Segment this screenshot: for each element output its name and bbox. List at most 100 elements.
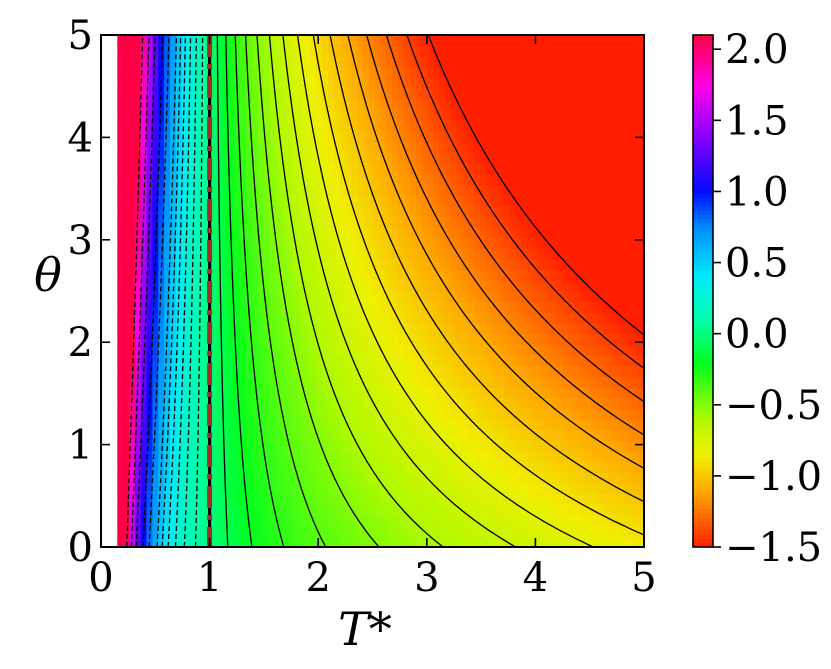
heat-cell <box>345 227 352 239</box>
heat-cell <box>374 291 382 303</box>
heat-cell <box>281 56 288 68</box>
heat-cell <box>199 248 206 260</box>
heat-cell <box>275 536 282 547</box>
heat-cell <box>579 227 587 239</box>
colorbar-band <box>693 517 713 522</box>
heat-cell <box>251 291 259 303</box>
heat-cell <box>187 237 194 249</box>
heat-cell <box>409 344 417 356</box>
heat-cell <box>298 35 306 47</box>
heat-cell <box>187 280 194 292</box>
heat-cell <box>140 77 148 89</box>
heat-cell <box>491 376 499 388</box>
heat-cell <box>181 269 189 281</box>
heat-cell <box>480 376 487 388</box>
heat-cell <box>585 291 592 303</box>
heat-cell <box>175 269 183 281</box>
heat-cell <box>626 440 633 452</box>
heat-cell <box>567 280 575 292</box>
heat-cell <box>357 259 364 271</box>
heat-cell <box>140 493 148 505</box>
heat-cell <box>456 173 464 185</box>
heat-cell <box>556 408 563 420</box>
heat-cell <box>585 525 592 537</box>
heat-cell <box>158 408 165 420</box>
heat-cell <box>585 35 592 47</box>
heat-cell <box>421 408 429 420</box>
heat-cell <box>164 120 171 132</box>
heat-cell <box>550 173 557 185</box>
heat-cell <box>351 291 358 303</box>
heat-cell <box>450 291 458 303</box>
heat-cell <box>620 280 628 292</box>
heat-cell <box>134 387 142 399</box>
heat-cell <box>298 77 306 89</box>
heat-cell <box>614 472 622 484</box>
heat-cell <box>257 397 265 409</box>
heat-cell <box>497 451 505 463</box>
heat-cell <box>193 312 200 324</box>
heat-cell <box>269 109 276 121</box>
heat-cell <box>591 355 598 367</box>
heat-cell <box>257 184 265 196</box>
heat-cell <box>128 163 136 175</box>
heat-cell <box>380 376 388 388</box>
heat-cell <box>152 152 159 164</box>
heat-cell <box>480 536 487 547</box>
heat-cell <box>409 269 417 281</box>
heat-cell <box>620 323 628 335</box>
heat-cell <box>222 355 230 367</box>
heat-cell <box>538 205 546 217</box>
heat-cell <box>480 344 487 356</box>
heat-cell <box>509 419 516 431</box>
heat-cell <box>562 205 569 217</box>
heat-cell <box>392 216 399 228</box>
heat-cell <box>497 163 505 175</box>
heat-cell <box>123 195 130 207</box>
heat-cell <box>251 131 259 143</box>
heat-cell <box>433 451 440 463</box>
heat-cell <box>620 461 628 473</box>
heat-cell <box>316 312 323 324</box>
heat-cell <box>234 312 241 324</box>
heat-cell <box>456 45 464 57</box>
heat-cell <box>169 237 177 249</box>
heat-cell <box>562 525 569 537</box>
heat-cell <box>175 312 183 324</box>
heat-cell <box>556 344 563 356</box>
heat-cell <box>491 515 499 527</box>
heat-cell <box>146 269 153 281</box>
heat-cell <box>304 419 312 431</box>
heat-cell <box>158 365 165 377</box>
heat-cell <box>210 419 218 431</box>
heat-cell <box>269 173 276 185</box>
heat-cell <box>404 355 411 367</box>
heat-cell <box>620 99 628 111</box>
heat-cell <box>608 344 616 356</box>
heat-cell <box>304 291 312 303</box>
heat-cell <box>386 397 393 409</box>
heat-cell <box>117 408 124 420</box>
heat-cell <box>573 461 581 473</box>
heat-cell <box>363 365 370 377</box>
heat-cell <box>398 163 405 175</box>
heat-cell <box>398 525 405 537</box>
heat-cell <box>158 344 165 356</box>
heat-cell <box>515 45 522 57</box>
heat-cell <box>199 120 206 132</box>
heat-cell <box>450 131 458 143</box>
heat-cell <box>216 451 224 463</box>
heat-cell <box>491 333 499 345</box>
heat-cell <box>550 45 557 57</box>
heat-cell <box>632 355 639 367</box>
heat-cell <box>462 195 470 207</box>
heat-cell <box>327 344 335 356</box>
heat-cell <box>632 163 639 175</box>
heat-cell <box>339 525 347 537</box>
heat-cell <box>515 355 522 367</box>
heat-cell <box>222 344 230 356</box>
heat-cell <box>363 88 370 100</box>
heat-cell <box>298 461 306 473</box>
colorbar-band <box>693 35 713 40</box>
heat-cell <box>433 163 440 175</box>
